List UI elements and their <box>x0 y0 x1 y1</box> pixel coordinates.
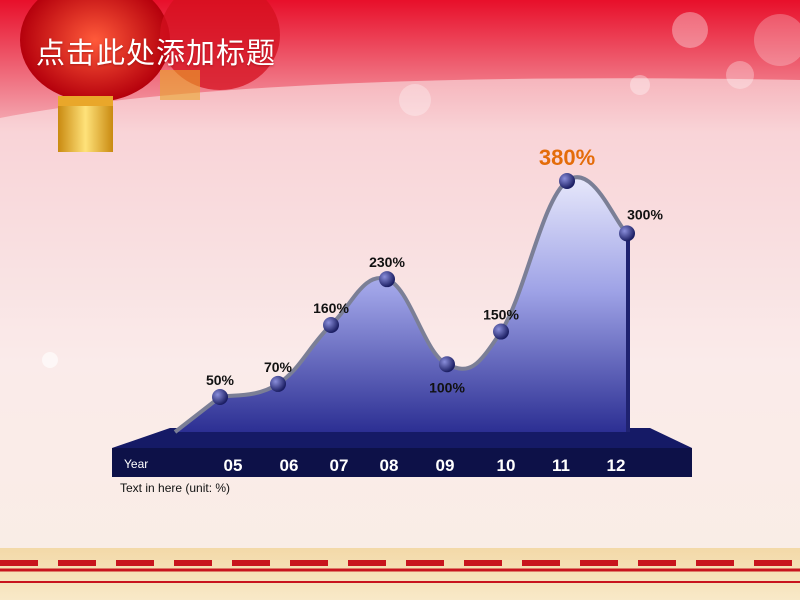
data-point <box>212 389 228 405</box>
axis-title: Year <box>124 457 148 471</box>
series-area <box>175 177 629 432</box>
data-point <box>493 323 509 340</box>
page-title: 点击此处添加标题 <box>36 36 277 70</box>
series-edge <box>626 233 630 432</box>
data-label: 150% <box>483 307 519 323</box>
x-axis-band <box>112 448 692 477</box>
x-tick-label: 10 <box>497 456 516 475</box>
x-tick-label: 06 <box>280 456 299 475</box>
data-point <box>559 173 575 189</box>
data-point <box>439 356 455 373</box>
x-tick-label: 11 <box>552 456 570 475</box>
data-label: 50% <box>206 372 235 388</box>
data-point <box>270 375 286 392</box>
data-label: 100% <box>429 379 465 395</box>
x-tick-label: 07 <box>330 456 349 475</box>
x-tick-label: 08 <box>380 456 399 475</box>
data-label: 380% <box>539 145 595 170</box>
data-label: 300% <box>627 206 663 222</box>
data-point <box>379 271 395 288</box>
chart-base-top <box>112 428 692 448</box>
unit-note: Text in here (unit: %) <box>120 481 231 495</box>
pattern-border <box>0 548 800 600</box>
lantern-icon <box>20 0 280 152</box>
x-tick-label: 12 <box>607 456 626 475</box>
data-point <box>619 225 635 242</box>
data-point <box>323 317 339 333</box>
data-label: 70% <box>264 359 293 375</box>
data-label: 230% <box>369 254 405 270</box>
data-label: 160% <box>313 300 349 316</box>
x-tick-label: 05 <box>224 456 243 475</box>
x-tick-label: 09 <box>436 456 455 475</box>
